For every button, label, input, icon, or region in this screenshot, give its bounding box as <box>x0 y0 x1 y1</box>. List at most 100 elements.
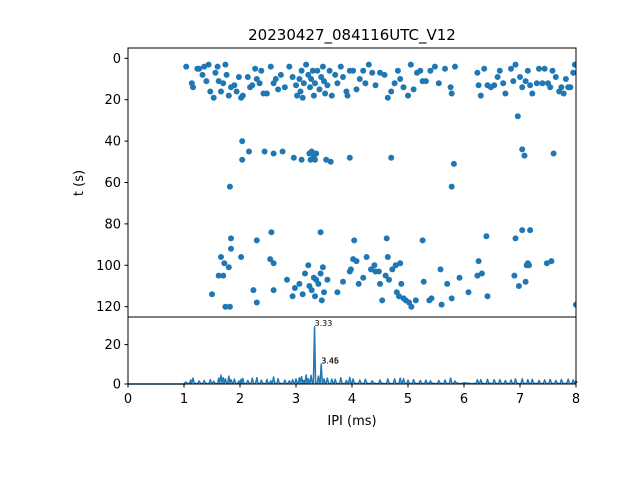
raster-point <box>334 289 341 296</box>
raster-point <box>571 61 576 68</box>
raster-point <box>567 84 574 91</box>
raster-point <box>270 287 277 294</box>
raster-point <box>522 278 529 285</box>
chart-title: 20230427_084116UTC_V12 <box>248 26 456 45</box>
raster-point <box>239 92 246 99</box>
raster-point <box>319 63 326 70</box>
raster-point <box>183 63 190 70</box>
raster-point <box>522 78 529 85</box>
raster-point <box>494 74 501 80</box>
raster-point <box>334 80 341 87</box>
raster-point <box>196 65 203 72</box>
raster-point <box>527 227 534 234</box>
raster-point <box>389 266 396 273</box>
raster-point <box>400 84 407 91</box>
raster-point <box>539 80 546 87</box>
raster-point <box>190 84 196 91</box>
histogram-frame <box>127 316 577 385</box>
raster-point <box>303 61 310 68</box>
raster-point <box>252 65 259 72</box>
peak-annotation: 3.33 <box>315 319 333 328</box>
raster-point <box>428 295 435 302</box>
raster-point <box>355 280 362 287</box>
raster-point <box>337 63 344 70</box>
raster-point <box>215 78 222 85</box>
raster-point <box>558 84 565 91</box>
raster-point <box>220 80 227 87</box>
raster-point <box>514 113 521 120</box>
raster-point <box>379 297 386 304</box>
histogram-y-tick-label: 20 <box>104 338 121 353</box>
raster-point <box>512 61 519 68</box>
raster-point <box>275 86 282 93</box>
raster-point <box>465 289 472 296</box>
raster-point <box>293 82 299 89</box>
raster-point <box>222 303 229 310</box>
histogram-x-tick-label: 4 <box>348 392 356 407</box>
raster-point <box>270 150 277 157</box>
raster-point <box>289 293 296 300</box>
raster-point <box>307 84 313 91</box>
raster-point <box>478 270 485 277</box>
raster-point <box>203 78 210 85</box>
raster-point <box>481 65 488 72</box>
raster-point <box>228 245 234 252</box>
raster-point <box>239 138 246 145</box>
raster-point <box>474 272 481 279</box>
raster-point <box>256 80 263 87</box>
raster-point <box>332 71 339 78</box>
raster-point <box>322 90 329 97</box>
raster-point <box>363 254 370 260</box>
raster-point <box>300 80 307 87</box>
raster-point <box>225 264 232 271</box>
raster-point <box>207 88 214 95</box>
raster-point <box>392 262 399 269</box>
raster-point <box>308 76 315 82</box>
raster-point <box>543 260 550 267</box>
histogram-x-tick-label: 8 <box>572 392 580 407</box>
raster-point <box>317 270 324 277</box>
raster-y-tick-label: 80 <box>104 217 121 232</box>
raster-point <box>294 92 301 99</box>
raster-point <box>562 76 569 82</box>
raster-point <box>218 88 224 95</box>
raster-point <box>450 160 457 167</box>
raster-point <box>220 272 227 279</box>
raster-point <box>284 276 290 283</box>
raster-point <box>527 82 534 89</box>
raster-point <box>353 258 360 265</box>
raster-points <box>183 61 576 310</box>
raster-point <box>369 69 376 76</box>
raster-point <box>388 88 395 95</box>
raster-point <box>382 272 389 279</box>
raster-point <box>302 270 308 277</box>
raster-point <box>253 237 260 244</box>
raster-point <box>383 235 390 242</box>
raster-point <box>573 301 576 308</box>
raster-point <box>228 235 234 242</box>
raster-point <box>319 264 326 271</box>
raster-point <box>267 256 274 263</box>
raster-point <box>291 285 298 291</box>
raster-point <box>323 156 330 163</box>
raster-point <box>500 80 507 87</box>
raster-point <box>223 71 230 78</box>
raster-point <box>340 278 346 285</box>
raster-point <box>412 297 419 304</box>
histogram-x-ticks: 0 1 2 3 4 5 6 7 8 <box>124 384 580 407</box>
raster-point <box>314 67 321 74</box>
raster-y-tick-label: 40 <box>104 135 121 150</box>
raster-point <box>298 67 305 74</box>
raster-point <box>536 65 542 72</box>
raster-point <box>214 63 221 70</box>
raster-point <box>212 69 219 76</box>
raster-point <box>305 262 312 269</box>
histogram-y-ticks: 0 20 <box>104 338 128 393</box>
raster-point <box>318 297 325 304</box>
raster-point <box>346 154 353 161</box>
raster-point <box>299 94 306 101</box>
raster-point <box>377 280 383 287</box>
raster-point <box>388 154 395 161</box>
raster-point <box>226 303 233 310</box>
